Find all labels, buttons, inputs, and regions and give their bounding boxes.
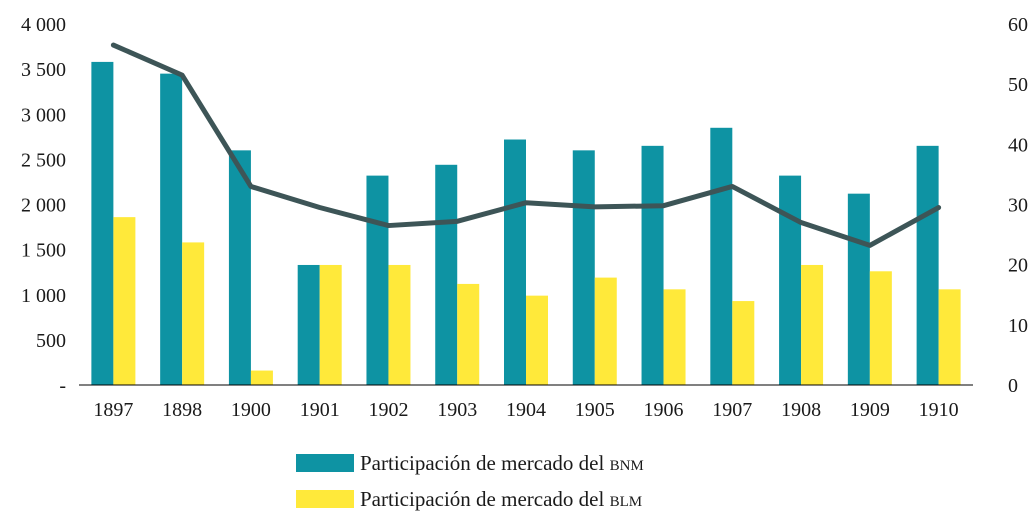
x-axis-ticks: 1897 1898 1900 1901 1902 1903 1904 1905 1906 1907… [93, 399, 958, 421]
bar-layer [91, 61, 961, 385]
bar-bnm-1910 [916, 145, 939, 385]
left-tick-label: 2 000 [21, 195, 66, 217]
left-axis-ticks: - 500 1 000 1 500 2 000 2 500 3 000 3 500 4 000 [21, 14, 66, 397]
x-tick-label-1897: 1897 [93, 399, 133, 421]
legend-label-bnm: Participación de mercado del bnm [360, 451, 644, 475]
left-tick-label: 500 [36, 330, 66, 352]
bar-blm-1908 [801, 264, 824, 385]
bar-bnm-1900 [228, 150, 251, 385]
bar-bnm-1908 [779, 175, 802, 385]
left-tick-label: 2 500 [21, 149, 66, 171]
bar-blm-1898 [182, 242, 205, 385]
line-layer [110, 42, 942, 248]
left-tick-label: 1 500 [21, 240, 66, 262]
left-tick-label: 3 500 [21, 59, 66, 81]
bar-blm-1906 [663, 289, 686, 385]
x-tick-label-1910: 1910 [919, 399, 959, 421]
left-tick-label: 1 000 [21, 285, 66, 307]
bar-blm-1901 [319, 264, 342, 385]
left-tick-label: 3 000 [21, 104, 66, 126]
x-tick-label-1902: 1902 [368, 399, 408, 421]
bar-blm-1909 [869, 271, 892, 385]
x-tick-label-1904: 1904 [506, 399, 546, 421]
x-tick-label-1903: 1903 [437, 399, 477, 421]
right-tick-label: 50 [1008, 74, 1028, 96]
legend-swatch-blm [296, 490, 354, 508]
x-tick-label-1907: 1907 [712, 399, 752, 421]
right-tick-label: 40 [1008, 134, 1028, 156]
right-tick-label: 20 [1008, 255, 1028, 277]
right-tick-label: 60 [1008, 14, 1028, 36]
bar-blm-1904 [526, 295, 548, 385]
bar-bnm-1904 [504, 139, 526, 385]
right-tick-label: 10 [1008, 315, 1028, 337]
legend-swatch-bnm [296, 454, 354, 472]
bar-blm-1902 [388, 264, 411, 385]
bar-bnm-1903 [435, 164, 458, 385]
bar-blm-1897 [113, 217, 136, 385]
right-axis-ticks: 0 10 20 30 40 50 60 [1008, 14, 1028, 397]
bar-bnm-1901 [297, 264, 320, 385]
bar-blm-1900 [250, 370, 273, 385]
bar-blm-1907 [732, 301, 755, 385]
left-tick-label: - [59, 375, 66, 397]
x-tick-label-1900: 1900 [231, 399, 271, 421]
bar-blm-1910 [938, 289, 961, 385]
x-tick-label-1905: 1905 [575, 399, 615, 421]
right-tick-label: 30 [1008, 195, 1028, 217]
bar-blm-1903 [457, 283, 480, 385]
x-tick-label-1909: 1909 [850, 399, 890, 421]
x-tick-label-1908: 1908 [781, 399, 821, 421]
x-tick-label-1898: 1898 [162, 399, 202, 421]
bar-blm-1905 [594, 277, 617, 385]
legend-label-blm: Participación de mercado del blm [360, 487, 642, 511]
bar-bnm-1897 [91, 61, 114, 385]
legend: Participación de mercado del bnm Partici… [296, 451, 644, 511]
left-tick-label: 4 000 [21, 14, 66, 36]
bar-bnm-1902 [366, 175, 389, 385]
bar-bnm-1905 [572, 150, 595, 385]
bar-bnm-1907 [710, 127, 733, 385]
x-tick-label-1906: 1906 [644, 399, 684, 421]
bar-bnm-1906 [641, 145, 664, 385]
bar-bnm-1909 [847, 193, 870, 385]
x-tick-label-1901: 1901 [300, 399, 340, 421]
bar-bnm-1898 [160, 73, 183, 385]
right-tick-label: 0 [1008, 375, 1018, 397]
